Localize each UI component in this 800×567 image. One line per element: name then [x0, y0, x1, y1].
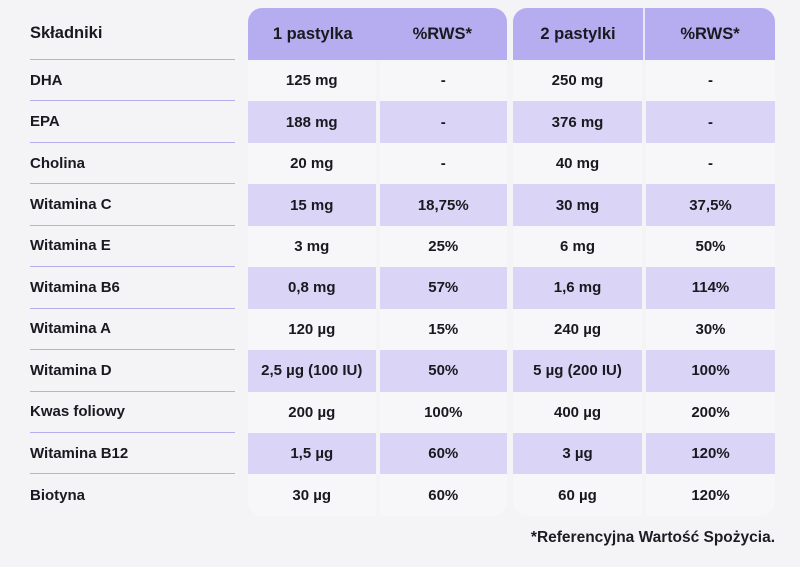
- col-header-rws-2: %RWS*: [643, 8, 775, 60]
- dose-value: 125 mg: [285, 72, 338, 90]
- panel-one-rows: 125 mg -188 mg -20 mg -15 mg 18,75% 3 mg 25% 0,…: [248, 60, 507, 516]
- dose-value: 200 µg: [288, 403, 336, 421]
- footnote: *Referencyjna Wartość Spożycia.: [530, 529, 775, 546]
- rws-value: 50%: [375, 350, 508, 392]
- panel-two-rows: 250 mg -376 mg -40 mg -30 mg 37,5% 6 mg 50% 1,6…: [513, 60, 775, 516]
- dose-value: 5 µg (200 IU): [533, 362, 622, 380]
- dose-value: 188 mg: [285, 113, 338, 131]
- rws-value: -: [642, 142, 775, 185]
- table-row: 3 µg 120%: [513, 432, 775, 475]
- dose-value: 250 mg: [551, 72, 604, 90]
- rws-value: 100%: [642, 350, 775, 392]
- rws-value: 30%: [642, 308, 775, 351]
- dose-value: 60 µg: [558, 486, 597, 504]
- table-row: 250 mg -: [513, 60, 775, 102]
- dose-value: 3 µg: [562, 445, 593, 463]
- dose-value: 40 mg: [555, 155, 600, 173]
- rws-value: 37,5%: [642, 184, 775, 226]
- table-row: 376 mg -: [513, 101, 775, 143]
- rws-value: 120%: [642, 474, 775, 516]
- rws-value: -: [375, 101, 508, 143]
- rws-value: -: [375, 60, 508, 102]
- dose-value: 240 µg: [554, 320, 601, 338]
- rws-value: 25%: [375, 225, 508, 268]
- table-row: 20 mg -: [248, 142, 508, 185]
- col-header-rws-1: %RWS*: [412, 24, 472, 43]
- ingredient-label: Cholina: [30, 143, 235, 185]
- table-row: 1,5 µg 60%: [248, 432, 508, 475]
- table-row: 120 µg 15%: [248, 308, 508, 351]
- table-row: 6 mg 50%: [513, 225, 775, 268]
- rws-value: -: [642, 101, 775, 143]
- dose-value: 120 µg: [288, 320, 336, 338]
- ingredient-label: Witamina C: [30, 184, 235, 226]
- ingredient-label: Witamina D: [30, 350, 235, 392]
- col-header-dose-2: 2 pastylki: [540, 24, 616, 43]
- table-row: 30 mg 37,5%: [513, 184, 775, 226]
- rws-value: 100%: [375, 391, 508, 433]
- dose-value: 0,8 mg: [287, 279, 336, 297]
- ingredient-label: Biotyna: [30, 486, 86, 504]
- table-row: 2,5 µg (100 IU) 50%: [248, 350, 508, 392]
- rws-value: 60%: [375, 432, 508, 475]
- table-row: 30 µg 60%: [248, 474, 508, 516]
- panel-one-header-row: 1 pastylka %RWS*: [248, 8, 507, 60]
- ingredient-label: DHA: [30, 60, 235, 102]
- rws-value: 200%: [642, 391, 775, 433]
- ingredient-label: Witamina A: [30, 309, 235, 351]
- rws-value: 50%: [642, 225, 775, 268]
- rws-value: 60%: [375, 474, 508, 516]
- ingredient-label: Witamina B12: [30, 433, 235, 475]
- dose-value: 6 mg: [559, 237, 595, 255]
- rws-value: 57%: [375, 267, 508, 309]
- dose-value: 1,5 µg: [290, 445, 334, 463]
- dose-value: 376 mg: [551, 113, 604, 131]
- table-row: 0,8 mg 57%: [248, 267, 508, 309]
- table-row: 3 mg 25%: [248, 225, 508, 268]
- rws-value: 120%: [642, 432, 775, 475]
- ingredient-labels: DHA EPA Cholina Witamina C Witamina E Witamin…: [30, 60, 235, 516]
- table-row: 60 µg 120%: [513, 474, 775, 516]
- dose-value: 30 µg: [292, 486, 332, 504]
- col-header-dose-1: 1 pastylka: [272, 24, 353, 43]
- dose-value: 400 µg: [554, 403, 601, 421]
- table-row: 15 mg 18,75%: [248, 184, 508, 226]
- ingredient-label: EPA: [30, 101, 235, 143]
- ingredient-label: Kwas foliowy: [30, 392, 235, 433]
- rws-value: 18,75%: [375, 184, 508, 226]
- table-row: 400 µg 200%: [513, 391, 775, 433]
- ingredients-column-header: Składniki: [30, 8, 235, 60]
- rws-value: 15%: [375, 308, 508, 351]
- ingredients-column: Składniki DHA EPA Cholina Witamina C Witamin…: [30, 8, 235, 516]
- table-row: 188 mg -: [248, 101, 508, 143]
- table-row: 40 mg -: [513, 142, 775, 185]
- panel-two-header-row: 2 pastylki %RWS*: [513, 8, 775, 60]
- table-row: 125 mg -: [248, 60, 508, 102]
- dose-value: 2,5 µg (100 IU): [261, 362, 363, 380]
- table-row: 200 µg 100%: [248, 391, 508, 433]
- rws-value: 114%: [642, 267, 775, 309]
- rws-value: -: [375, 142, 508, 185]
- rws-value: -: [642, 60, 775, 102]
- dose-value: 20 mg: [290, 155, 334, 173]
- ingredient-label: Witamina B6: [30, 267, 235, 309]
- ingredient-label: Witamina E: [30, 226, 235, 268]
- panel-two-pastilles: 2 pastylki %RWS* 250 mg -376 mg -40 mg -30 …: [513, 8, 775, 516]
- dose-value: 30 mg: [555, 196, 600, 214]
- table-row: 240 µg 30%: [513, 308, 775, 351]
- dose-value: 15 mg: [290, 196, 334, 214]
- table-row: 5 µg (200 IU) 100%: [513, 350, 775, 392]
- panel-one-pastille: 1 pastylka %RWS* 125 mg -188 mg -20 mg -15 …: [248, 8, 507, 516]
- dose-value: 1,6 mg: [553, 279, 602, 297]
- table-row: 1,6 mg 114%: [513, 267, 775, 309]
- dose-value: 3 mg: [294, 237, 330, 255]
